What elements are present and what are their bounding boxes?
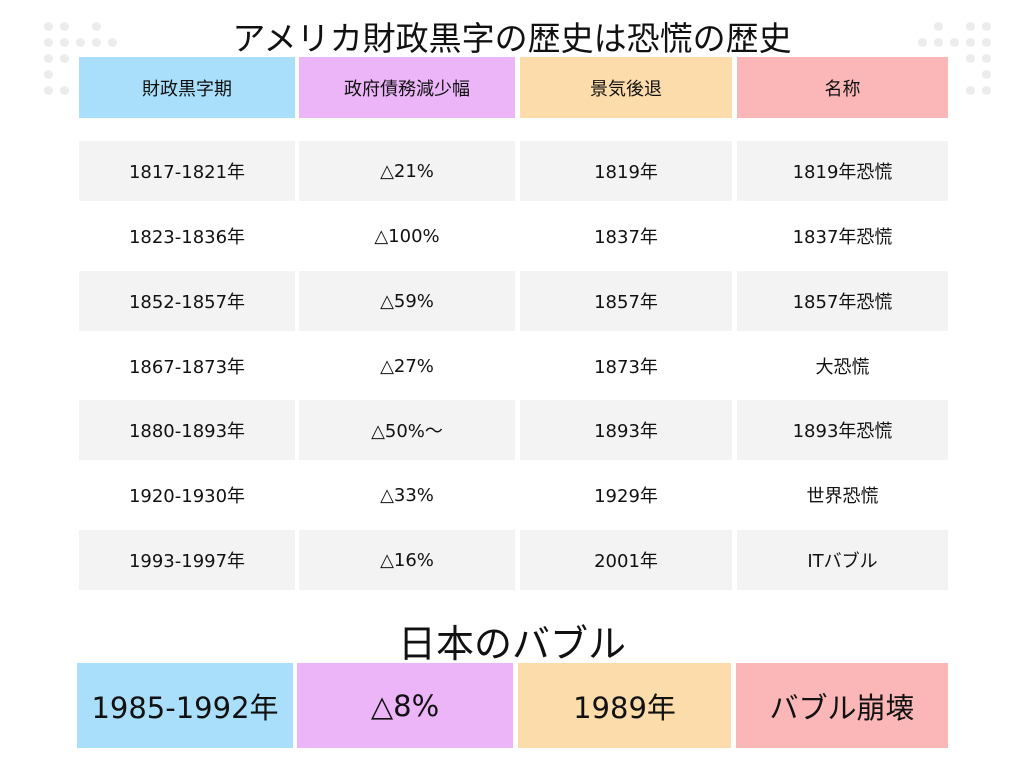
cell-recession: 1893年 — [520, 400, 732, 460]
cell-name: 1893年恐慌 — [737, 400, 948, 460]
cell-recession: 1857年 — [520, 271, 732, 331]
cell-period: 1920-1930年 — [79, 465, 295, 525]
dot — [60, 86, 69, 95]
cell-debt-reduction: △59% — [299, 271, 515, 331]
header-period: 財政黒字期 — [79, 57, 295, 118]
dot — [92, 22, 101, 31]
japan-period: 1985-1992年 — [77, 663, 293, 748]
cell-period: 1993-1997年 — [79, 530, 295, 590]
japan-debt-reduction: △8% — [297, 663, 513, 748]
cell-name: 1857年恐慌 — [737, 271, 948, 331]
cell-recession: 1873年 — [520, 336, 732, 396]
dot — [982, 86, 991, 95]
dot — [44, 54, 53, 63]
cell-debt-reduction: △50%～ — [299, 400, 515, 460]
cell-recession: 1819年 — [520, 141, 732, 201]
header-debt-reduction: 政府債務減少幅 — [299, 57, 515, 118]
cell-name: 1819年恐慌 — [737, 141, 948, 201]
cell-period: 1852-1857年 — [79, 271, 295, 331]
decorative-dots-left — [44, 22, 117, 95]
page-title: アメリカ財政黒字の歴史は恐慌の歴史 — [232, 19, 792, 58]
cell-period: 1823-1836年 — [79, 206, 295, 266]
cell-debt-reduction: △27% — [299, 336, 515, 396]
cell-debt-reduction: △16% — [299, 530, 515, 590]
cell-debt-reduction: △33% — [299, 465, 515, 525]
dot — [60, 38, 69, 47]
dot — [92, 38, 101, 47]
cell-period: 1867-1873年 — [79, 336, 295, 396]
dot — [44, 70, 53, 79]
cell-recession: 2001年 — [520, 530, 732, 590]
dot — [44, 38, 53, 47]
cell-debt-reduction: △21% — [299, 141, 515, 201]
dot — [966, 86, 975, 95]
cell-period: 1880-1893年 — [79, 400, 295, 460]
japan-section-title: 日本のバブル — [397, 622, 626, 666]
dot — [108, 38, 117, 47]
dot — [44, 86, 53, 95]
cell-name: ITバブル — [737, 530, 948, 590]
cell-recession: 1929年 — [520, 465, 732, 525]
japan-recession: 1989年 — [518, 663, 731, 748]
header-recession: 景気後退 — [520, 57, 732, 118]
cell-debt-reduction: △100% — [299, 206, 515, 266]
dot — [60, 54, 69, 63]
cell-period: 1817-1821年 — [79, 141, 295, 201]
header-name: 名称 — [737, 57, 948, 118]
japan-name: バブル崩壊 — [736, 663, 948, 748]
cell-name: 世界恐慌 — [737, 465, 948, 525]
dot — [76, 38, 85, 47]
dot — [44, 22, 53, 31]
dot — [982, 70, 991, 79]
cell-name: 1837年恐慌 — [737, 206, 948, 266]
cell-recession: 1837年 — [520, 206, 732, 266]
cell-name: 大恐慌 — [737, 336, 948, 396]
dot — [60, 22, 69, 31]
